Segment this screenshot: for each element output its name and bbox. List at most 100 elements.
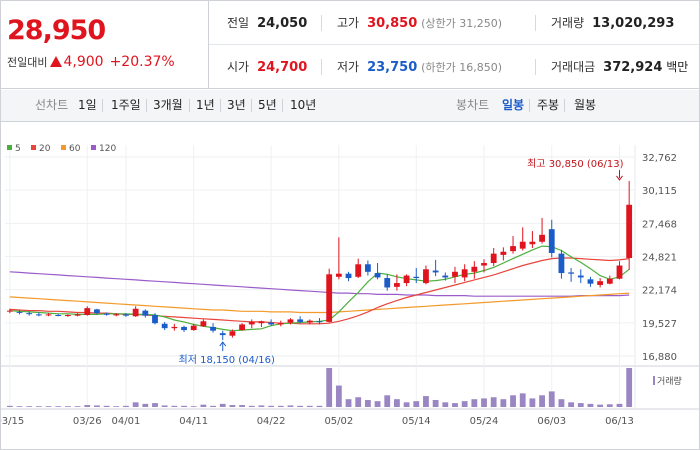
- candle-weekly[interactable]: 주봉: [537, 98, 560, 112]
- x-tick-label: 03/26: [73, 416, 102, 427]
- candle-body: [142, 310, 149, 316]
- volume-bar: [229, 405, 236, 407]
- candle-body: [248, 321, 255, 325]
- high-price: 고가 30,850 (상한가 31,250): [337, 16, 503, 31]
- up-arrow-icon: [50, 56, 63, 67]
- candle-body: [355, 264, 362, 277]
- period-10y[interactable]: 10년: [290, 98, 317, 112]
- volume-bar: [171, 405, 178, 407]
- volume-bar: [103, 405, 110, 407]
- volume-bar: [519, 393, 526, 407]
- volume-bar: [626, 368, 633, 407]
- volume-bar: [190, 406, 197, 407]
- period-5y[interactable]: 5년: [258, 98, 277, 112]
- candle-body: [277, 323, 284, 325]
- price-change: 전일대비 4,900 +20.37%: [7, 54, 175, 70]
- volume-bar: [326, 368, 333, 407]
- volume-bar: [6, 405, 13, 407]
- candle-body: [481, 263, 487, 266]
- candle-body: [374, 273, 381, 278]
- candle-body: [403, 275, 410, 284]
- volume-bar: [432, 399, 439, 407]
- period-3y[interactable]: 3년: [227, 98, 246, 112]
- volume-bar: [510, 395, 516, 407]
- volume-bar: [461, 401, 468, 407]
- y-tick-label: 22,174: [642, 286, 677, 297]
- x-tick-label: 03/15: [1, 416, 24, 427]
- candle-body: [384, 278, 391, 288]
- volume-bar: [268, 405, 275, 407]
- candle-body: [326, 274, 333, 322]
- candle-body: [55, 315, 62, 317]
- candle-body: [345, 273, 352, 279]
- volume-bar: [132, 402, 139, 407]
- volume-bar: [181, 405, 187, 407]
- volume-bar: [403, 402, 410, 407]
- period-1d[interactable]: 1일: [78, 98, 97, 112]
- volume-bar: [200, 404, 207, 407]
- volume-bar: [219, 403, 226, 407]
- x-tick-label: 05/02: [324, 416, 353, 427]
- period-3m[interactable]: 3개월: [153, 98, 183, 112]
- candle-body: [152, 315, 158, 324]
- candle-body: [519, 241, 526, 249]
- volume-legend-label: 거래량: [657, 375, 682, 387]
- volume-bar: [529, 398, 536, 407]
- volume-bar: [94, 405, 100, 407]
- volume-bar: [471, 399, 478, 407]
- period-1w[interactable]: 1주일: [111, 98, 141, 112]
- quote-row-2: 시가 24,700 저가 23,750 (하한가 16,850) 거래대금 372,9…: [209, 45, 699, 89]
- candle-body: [64, 315, 71, 317]
- candle-body: [577, 275, 584, 278]
- volume-bar: [306, 405, 313, 407]
- volume-bar: [364, 399, 371, 407]
- volume-bar: [384, 395, 391, 407]
- ma5-line: [9, 245, 630, 332]
- candle-body: [210, 326, 216, 331]
- candle-body: [606, 278, 613, 284]
- candle-body: [423, 269, 429, 284]
- volume-bar: [64, 406, 71, 407]
- candle-body: [268, 322, 275, 325]
- volume-bar: [606, 404, 613, 407]
- candle-body: [306, 320, 313, 323]
- x-tick-label: 05/24: [470, 416, 499, 427]
- x-tick-label: 05/14: [402, 416, 431, 427]
- volume-bar: [55, 406, 62, 407]
- line-chart-label: 선차트: [35, 98, 69, 112]
- ma120-line: [9, 271, 630, 297]
- candle-monthly[interactable]: 월봉: [574, 98, 597, 112]
- candle-body: [297, 319, 304, 322]
- volume-bar: [577, 403, 584, 407]
- volume-bar: [548, 391, 555, 407]
- candle-body: [35, 314, 42, 316]
- chart-toolbar: 선차트 1일 1주일 3개월 1년 3년 5년 10년 봉차트 일봉 주봉 월봉: [1, 90, 699, 122]
- current-price: 28,950: [7, 15, 106, 46]
- period-1y[interactable]: 1년: [196, 98, 215, 112]
- volume-bar: [45, 406, 52, 407]
- volume-bar: [539, 395, 545, 407]
- low-price: 저가 23,750 (하한가 16,850): [337, 60, 503, 75]
- candle-body: [258, 321, 265, 324]
- candle-body: [26, 313, 33, 315]
- candle-body: [500, 251, 507, 255]
- low-annotation: 최저 18,150 (04/16): [179, 354, 275, 366]
- open-price: 시가 24,700: [227, 60, 308, 75]
- volume-bar: [316, 405, 323, 407]
- candle-body: [94, 309, 100, 314]
- candle-body: [442, 275, 449, 278]
- volume-bar: [374, 401, 381, 407]
- candle-daily[interactable]: 일봉: [502, 98, 525, 112]
- candle-body: [181, 326, 187, 331]
- x-tick-label: 04/11: [179, 416, 208, 427]
- candle-body: [616, 265, 623, 279]
- x-tick-label: 06/03: [537, 416, 566, 427]
- candle-body: [587, 279, 594, 284]
- candle-body: [171, 326, 178, 329]
- candle-body: [113, 314, 120, 316]
- volume-bar: [248, 405, 255, 407]
- candle-body: [626, 204, 633, 259]
- candle-chart-label: 봉차트: [456, 98, 490, 112]
- candle-body: [335, 273, 342, 277]
